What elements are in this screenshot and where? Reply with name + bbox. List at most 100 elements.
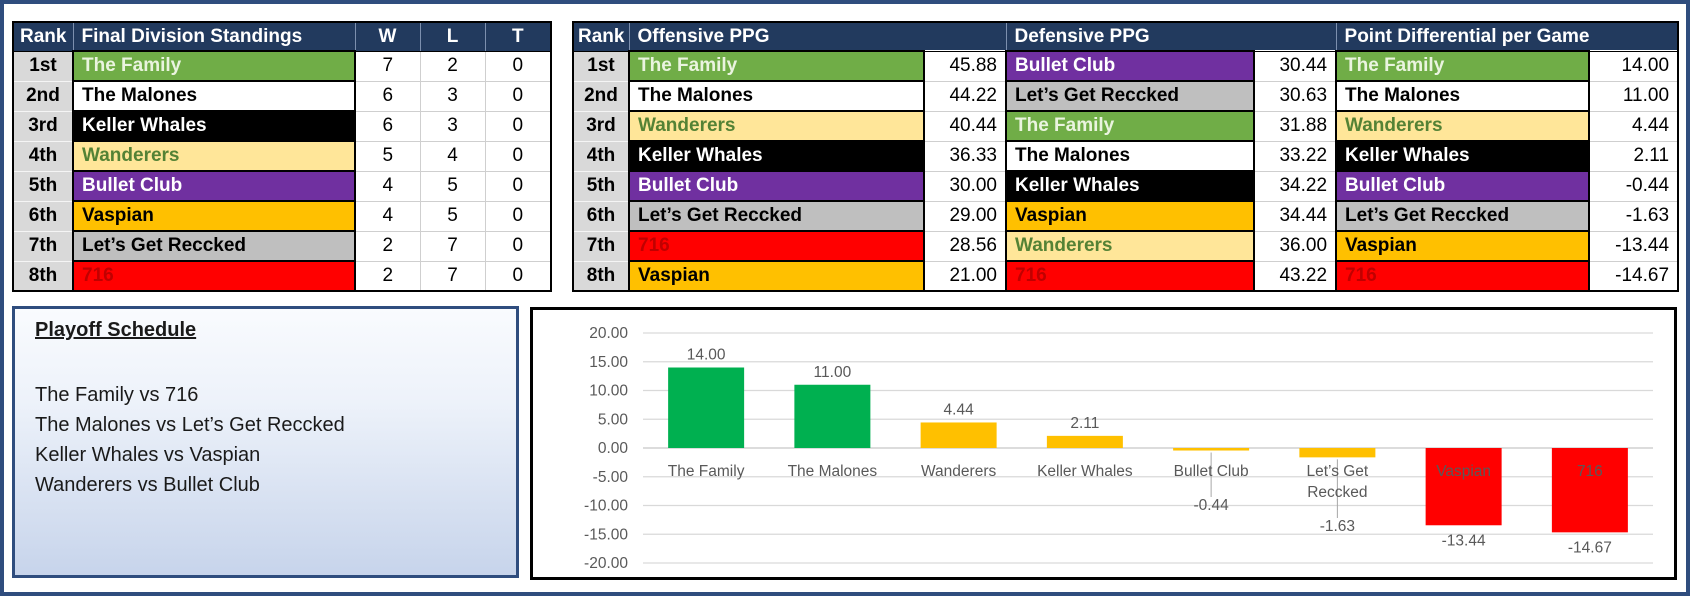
team-cell[interactable]: Bullet Club xyxy=(1005,50,1255,82)
rank-cell[interactable]: 4th xyxy=(13,141,74,172)
rank-cell[interactable]: 4th xyxy=(573,141,630,172)
stats-header-defensive-ppg[interactable]: Defensive PPG xyxy=(1006,22,1337,52)
value-cell[interactable]: 34.22 xyxy=(1254,171,1338,202)
team-cell[interactable]: The Family xyxy=(1335,50,1591,82)
team-cell[interactable]: Wanderers xyxy=(628,110,925,142)
rank-cell[interactable]: 8th xyxy=(13,261,74,292)
t-cell[interactable]: 0 xyxy=(485,261,552,292)
value-cell[interactable]: 14.00 xyxy=(1589,51,1680,82)
t-cell[interactable]: 0 xyxy=(485,51,552,82)
value-cell[interactable]: 45.88 xyxy=(924,51,1007,82)
value-cell[interactable]: 2.11 xyxy=(1589,141,1680,172)
playoff-schedule-box[interactable]: Playoff Schedule The Family vs 716 The Ma… xyxy=(12,306,519,578)
chart-bar[interactable] xyxy=(794,384,871,448)
value-cell[interactable]: 30.44 xyxy=(1254,51,1338,82)
team-cell[interactable]: The Malones xyxy=(1005,140,1255,172)
w-cell[interactable]: 2 xyxy=(355,231,421,262)
team-cell[interactable]: The Malones xyxy=(72,80,356,112)
value-cell[interactable]: 31.88 xyxy=(1254,111,1338,142)
value-cell[interactable]: -0.44 xyxy=(1589,171,1680,202)
team-cell[interactable]: Let’s Get Reccked xyxy=(628,200,925,232)
l-cell[interactable]: 2 xyxy=(420,51,486,82)
chart-bar[interactable] xyxy=(1425,448,1502,526)
value-cell[interactable]: -14.67 xyxy=(1589,261,1680,292)
team-cell[interactable]: Bullet Club xyxy=(72,170,356,202)
rank-cell[interactable]: 6th xyxy=(573,201,630,232)
standings-header-ties[interactable]: T xyxy=(485,22,552,52)
w-cell[interactable]: 4 xyxy=(355,201,421,232)
team-cell[interactable]: The Malones xyxy=(1335,80,1591,112)
team-cell[interactable]: The Malones xyxy=(628,80,925,112)
rank-cell[interactable]: 6th xyxy=(13,201,74,232)
team-cell[interactable]: Let’s Get Reccked xyxy=(1335,200,1591,232)
l-cell[interactable]: 5 xyxy=(420,171,486,202)
team-cell[interactable]: Vaspian xyxy=(72,200,356,232)
chart-bar[interactable] xyxy=(1551,448,1628,533)
team-cell[interactable]: 716 xyxy=(1005,260,1255,292)
stats-header-point-differential[interactable]: Point Differential per Game xyxy=(1336,22,1679,52)
team-cell[interactable]: The Family xyxy=(72,50,356,82)
t-cell[interactable]: 0 xyxy=(485,111,552,142)
team-cell[interactable]: The Family xyxy=(628,50,925,82)
rank-cell[interactable]: 3rd xyxy=(573,111,630,142)
value-cell[interactable]: 34.44 xyxy=(1254,201,1338,232)
team-cell[interactable]: 716 xyxy=(1335,260,1591,292)
value-cell[interactable]: -1.63 xyxy=(1589,201,1680,232)
team-cell[interactable]: Keller Whales xyxy=(72,110,356,142)
chart-bar[interactable] xyxy=(920,422,997,448)
team-cell[interactable]: Let’s Get Reccked xyxy=(1005,80,1255,112)
team-cell[interactable]: Bullet Club xyxy=(1335,170,1591,202)
value-cell[interactable]: 33.22 xyxy=(1254,141,1338,172)
team-cell[interactable]: Wanderers xyxy=(1005,230,1255,262)
w-cell[interactable]: 7 xyxy=(355,51,421,82)
w-cell[interactable]: 2 xyxy=(355,261,421,292)
standings-header-losses[interactable]: L xyxy=(420,22,486,52)
value-cell[interactable]: 44.22 xyxy=(924,81,1007,112)
rank-cell[interactable]: 8th xyxy=(573,261,630,292)
rank-cell[interactable]: 3rd xyxy=(13,111,74,142)
chart-bar[interactable] xyxy=(1046,435,1123,448)
team-cell[interactable]: Let’s Get Reccked xyxy=(72,230,356,262)
rank-cell[interactable]: 2nd xyxy=(13,81,74,112)
t-cell[interactable]: 0 xyxy=(485,81,552,112)
value-cell[interactable]: 30.63 xyxy=(1254,81,1338,112)
value-cell[interactable]: 21.00 xyxy=(924,261,1007,292)
team-cell[interactable]: Vaspian xyxy=(1005,200,1255,232)
l-cell[interactable]: 7 xyxy=(420,231,486,262)
value-cell[interactable]: 11.00 xyxy=(1589,81,1680,112)
rank-cell[interactable]: 5th xyxy=(573,171,630,202)
team-cell[interactable]: Keller Whales xyxy=(628,140,925,172)
w-cell[interactable]: 5 xyxy=(355,141,421,172)
t-cell[interactable]: 0 xyxy=(485,171,552,202)
t-cell[interactable]: 0 xyxy=(485,141,552,172)
value-cell[interactable]: -13.44 xyxy=(1589,231,1680,262)
value-cell[interactable]: 29.00 xyxy=(924,201,1007,232)
l-cell[interactable]: 3 xyxy=(420,81,486,112)
team-cell[interactable]: Bullet Club xyxy=(628,170,925,202)
team-cell[interactable]: Wanderers xyxy=(1335,110,1591,142)
w-cell[interactable]: 6 xyxy=(355,81,421,112)
standings-header-title[interactable]: Final Division Standings xyxy=(73,22,356,52)
rank-cell[interactable]: 7th xyxy=(573,231,630,262)
team-cell[interactable]: Wanderers xyxy=(72,140,356,172)
l-cell[interactable]: 7 xyxy=(420,261,486,292)
w-cell[interactable]: 4 xyxy=(355,171,421,202)
rank-cell[interactable]: 2nd xyxy=(573,81,630,112)
team-cell[interactable]: 716 xyxy=(72,260,356,292)
rank-cell[interactable]: 1st xyxy=(13,51,74,82)
t-cell[interactable]: 0 xyxy=(485,231,552,262)
l-cell[interactable]: 4 xyxy=(420,141,486,172)
stats-header-rank[interactable]: Rank xyxy=(573,22,630,52)
rank-cell[interactable]: 5th xyxy=(13,171,74,202)
value-cell[interactable]: 36.33 xyxy=(924,141,1007,172)
standings-header-rank[interactable]: Rank xyxy=(13,22,74,52)
t-cell[interactable]: 0 xyxy=(485,201,552,232)
value-cell[interactable]: 40.44 xyxy=(924,111,1007,142)
team-cell[interactable]: Keller Whales xyxy=(1335,140,1591,172)
value-cell[interactable]: 28.56 xyxy=(924,231,1007,262)
team-cell[interactable]: Vaspian xyxy=(1335,230,1591,262)
rank-cell[interactable]: 1st xyxy=(573,51,630,82)
chart-bar[interactable] xyxy=(1299,448,1376,458)
value-cell[interactable]: 43.22 xyxy=(1254,261,1338,292)
team-cell[interactable]: Keller Whales xyxy=(1005,170,1255,202)
